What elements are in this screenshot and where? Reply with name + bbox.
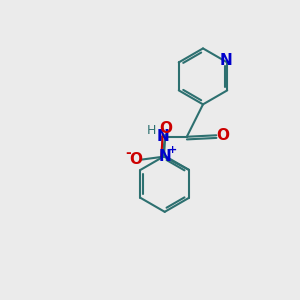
- Text: N: N: [219, 53, 232, 68]
- Text: N: N: [159, 149, 172, 164]
- Text: H: H: [147, 124, 156, 137]
- Text: +: +: [168, 145, 177, 155]
- Text: -: -: [125, 146, 130, 160]
- Text: N: N: [157, 129, 169, 144]
- Text: O: O: [159, 121, 172, 136]
- Text: O: O: [216, 128, 229, 143]
- Text: O: O: [129, 152, 142, 167]
